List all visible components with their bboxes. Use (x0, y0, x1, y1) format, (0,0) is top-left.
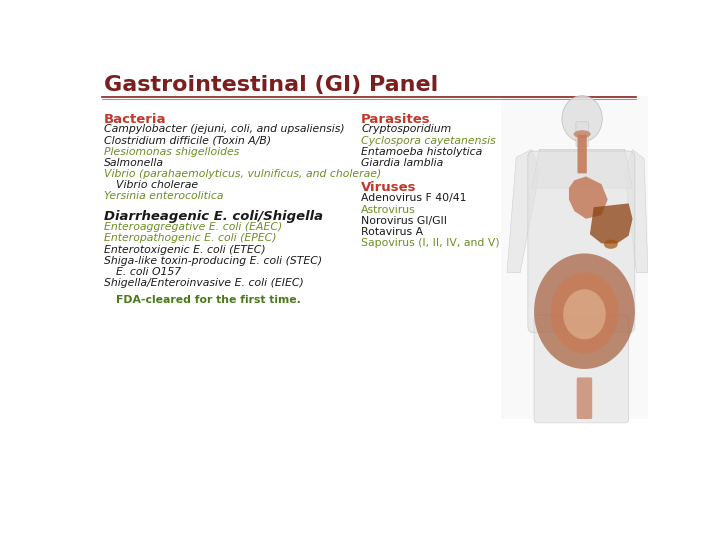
Ellipse shape (604, 240, 618, 249)
Text: Sapovirus (I, II, IV, and V): Sapovirus (I, II, IV, and V) (361, 238, 500, 248)
Text: Entamoeba histolytica: Entamoeba histolytica (361, 147, 482, 157)
Text: Parasites: Parasites (361, 112, 431, 125)
Ellipse shape (563, 289, 606, 339)
Ellipse shape (550, 272, 618, 353)
Polygon shape (507, 150, 539, 273)
Text: Enterotoxigenic E. coli (ETEC): Enterotoxigenic E. coli (ETEC) (104, 245, 266, 254)
Polygon shape (500, 96, 648, 419)
Text: E. coli O157: E. coli O157 (117, 267, 181, 277)
Text: FDA-cleared for the first time.: FDA-cleared for the first time. (117, 295, 301, 306)
Ellipse shape (534, 253, 635, 369)
Text: Bacteria: Bacteria (104, 112, 166, 125)
Polygon shape (569, 177, 608, 219)
Ellipse shape (562, 96, 602, 142)
Text: Yersinia enterocolitica: Yersinia enterocolitica (104, 192, 223, 201)
FancyBboxPatch shape (528, 151, 635, 333)
Text: Astrovirus: Astrovirus (361, 205, 416, 214)
Text: Cyclospora cayetanensis: Cyclospora cayetanensis (361, 136, 496, 146)
Polygon shape (625, 150, 648, 273)
FancyBboxPatch shape (577, 377, 593, 419)
Text: Shigella/Enteroinvasive E. coli (EIEC): Shigella/Enteroinvasive E. coli (EIEC) (104, 278, 304, 288)
Text: Norovirus GI/GII: Norovirus GI/GII (361, 215, 447, 226)
Polygon shape (590, 204, 632, 244)
Ellipse shape (574, 130, 590, 138)
Text: Enteropathogenic E. coli (EPEC): Enteropathogenic E. coli (EPEC) (104, 233, 276, 244)
Text: Enteroaggregative E. coli (EAEC): Enteroaggregative E. coli (EAEC) (104, 222, 282, 232)
FancyBboxPatch shape (534, 315, 629, 423)
Text: Viruses: Viruses (361, 181, 417, 194)
FancyBboxPatch shape (577, 135, 587, 173)
Text: Giardia lamblia: Giardia lamblia (361, 158, 444, 168)
Text: Rotavirus A: Rotavirus A (361, 227, 423, 237)
Text: Adenovirus F 40/41: Adenovirus F 40/41 (361, 193, 467, 204)
Text: Vibrio (parahaemolyticus, vulnificus, and cholerae): Vibrio (parahaemolyticus, vulnificus, an… (104, 169, 381, 179)
Text: Diarrheagenic E. coli/Shigella: Diarrheagenic E. coli/Shigella (104, 211, 323, 224)
Text: Gastrointestinal (GI) Panel: Gastrointestinal (GI) Panel (104, 75, 438, 95)
Text: Campylobacter (jejuni, coli, and upsaliensis): Campylobacter (jejuni, coli, and upsalie… (104, 125, 345, 134)
Text: Plesiomonas shigelloides: Plesiomonas shigelloides (104, 147, 239, 157)
Polygon shape (532, 150, 632, 188)
Text: Salmonella: Salmonella (104, 158, 164, 168)
Text: Clostridium difficile (Toxin A/B): Clostridium difficile (Toxin A/B) (104, 136, 271, 146)
Text: Cryptosporidium: Cryptosporidium (361, 125, 451, 134)
Text: Vibrio cholerae: Vibrio cholerae (117, 180, 199, 190)
FancyBboxPatch shape (576, 122, 588, 146)
Text: Shiga-like toxin-producing E. coli (STEC): Shiga-like toxin-producing E. coli (STEC… (104, 256, 322, 266)
